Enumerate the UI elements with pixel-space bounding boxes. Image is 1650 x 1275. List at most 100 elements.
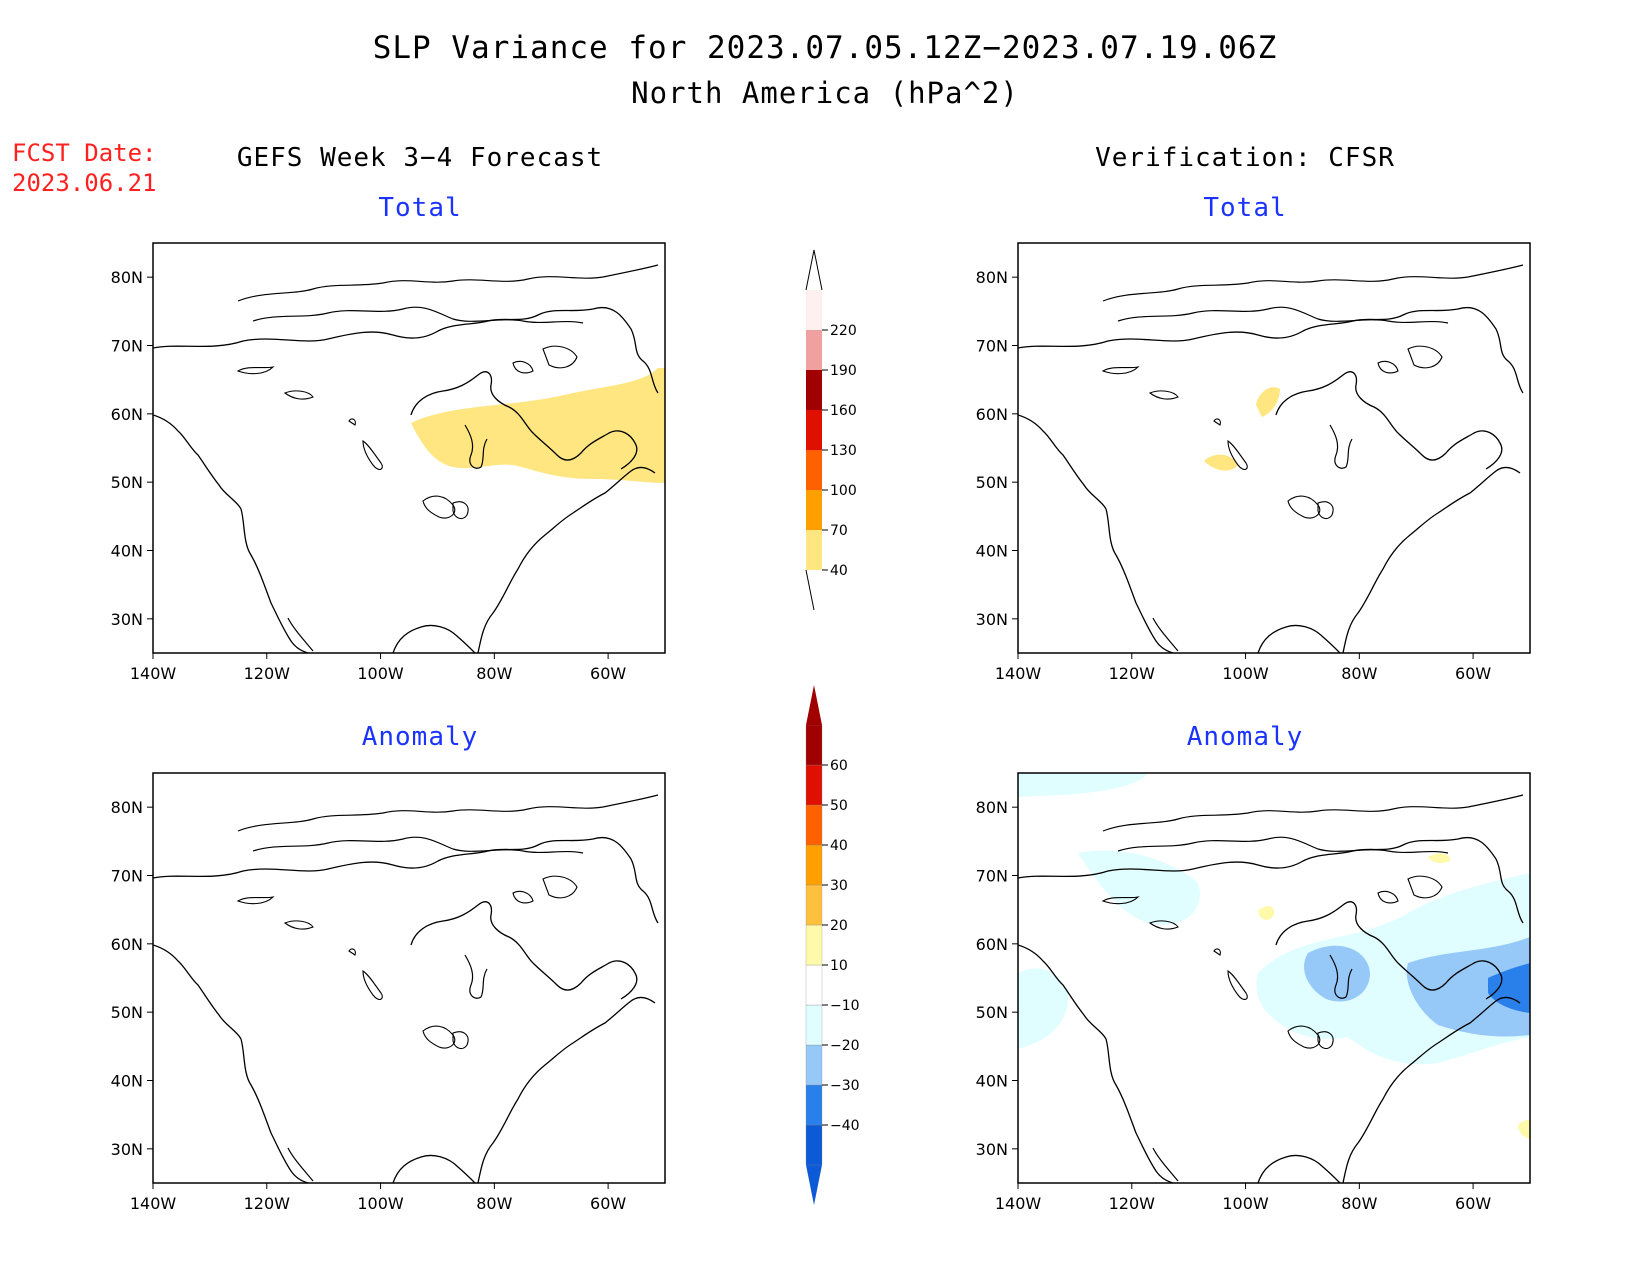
variance-shade-40-70 [1204,454,1238,471]
lat-tick-label: 70N [976,867,1008,886]
verification-total-title: Total [1203,193,1287,223]
verification-column-heading: Verification: CFSR [1095,143,1395,173]
lat-tick-label: 80N [976,798,1008,817]
anomaly-shade-minus30 [1488,963,1530,1013]
lon-tick-label: 120W [244,1194,291,1213]
colorbar-label: 40 [830,563,848,579]
forecast-date-caption: FCST Date: [12,139,157,167]
colorbar-label: −30 [830,1078,860,1094]
lon-tick-label: 60W [1455,664,1491,683]
lon-tick-label: 140W [995,1194,1042,1213]
colorbar-high-triangle [805,249,823,291]
lon-tick-label: 120W [1109,664,1156,683]
colorbar-box [805,1124,823,1166]
forecast-anomaly-title: Anomaly [361,722,479,752]
lon-tick-label: 140W [995,664,1042,683]
colorbar-box [805,724,823,766]
lat-tick-label: 60N [111,405,143,424]
lon-tick-label: 140W [130,664,177,683]
anomaly-shade-minus10 [1018,968,1069,1049]
colorbar-label: 20 [830,918,848,934]
lat-tick-label: 50N [111,473,143,492]
colorbar-box [805,924,823,966]
forecast-column-heading: GEFS Week 3−4 Forecast [236,143,604,173]
colorbar-box [805,844,823,886]
total-colorbar: 40 70 100 130 160 190 220 [805,249,857,611]
coastline [1018,264,1524,653]
colorbar-box [806,410,822,450]
verification-anomaly-map: 80N 70N 60N 50N 40N 30N 140W 120W 100W 80W 60W [976,772,1531,1213]
map-frame [1017,242,1531,654]
lon-tick-label: 60W [590,664,626,683]
lat-tick-label: 60N [976,935,1008,954]
colorbar-box [805,1004,823,1046]
colorbar-box [805,1044,823,1086]
main-subtitle: North America (hPa^2) [631,76,1019,110]
variance-shade-40-70 [1256,387,1280,417]
colorbar-label: 190 [830,363,857,379]
lon-tick-label: 60W [590,1194,626,1213]
colorbar-label: 70 [830,523,848,539]
map-frame [152,242,666,654]
colorbar-label: −40 [830,1118,860,1134]
lat-tick-label: 40N [976,542,1008,561]
lon-tick-label: 140W [130,1194,177,1213]
forecast-total-map: 80N 70N 60N 50N 40N 30N 140W 120W 100W 80W 60W [111,242,666,683]
colorbar-box [805,884,823,926]
lat-tick-label: 70N [111,337,143,356]
colorbar-label: 160 [830,403,857,419]
map-frame [1017,772,1531,1184]
lat-tick-label: 30N [111,610,143,629]
map-frame [152,772,666,1184]
lat-tick-label: 40N [111,542,143,561]
anomaly-shade-plus10 [1518,1119,1530,1139]
forecast-anomaly-map: 80N 70N 60N 50N 40N 30N 140W 120W 100W 80W 60W [111,772,666,1213]
colorbar-label: −20 [830,1038,860,1054]
lon-tick-label: 100W [1222,1194,1269,1213]
lon-tick-label: 80W [1341,664,1377,683]
colorbar-box [806,530,822,570]
anomaly-shade-plus10 [1258,906,1275,920]
lat-tick-label: 30N [976,1140,1008,1159]
lat-tick-label: 60N [976,405,1008,424]
lat-tick-label: 80N [976,268,1008,287]
anomaly-colorbar: −40 −30 −20 −10 10 20 30 40 50 60 [805,685,860,1205]
colorbar-box [805,1084,823,1126]
colorbar-low-triangle [805,569,815,611]
lon-tick-label: 100W [1222,664,1269,683]
anomaly-shade-minus10 [1018,773,1148,797]
colorbar-box [806,450,822,490]
lon-tick-label: 120W [1109,1194,1156,1213]
colorbar-label: 50 [830,798,848,814]
lon-tick-label: 100W [357,1194,404,1213]
verification-anomaly-title: Anomaly [1186,722,1304,752]
colorbar-box [806,370,822,410]
lon-tick-label: 80W [476,1194,512,1213]
lon-tick-label: 80W [1341,1194,1377,1213]
colorbar-label: 40 [830,838,848,854]
forecast-date-label: FCST Date: 2023.06.21 [12,138,157,198]
colorbar-box [806,490,822,530]
lat-tick-label: 30N [111,1140,143,1159]
colorbar-label: 220 [830,323,857,339]
colorbar-low-triangle [806,1165,822,1205]
lat-tick-label: 80N [111,798,143,817]
lat-tick-label: 80N [111,268,143,287]
colorbar-box [806,330,822,370]
colorbar-label: 60 [830,758,848,774]
colorbar-label: −10 [830,998,860,1014]
lat-tick-label: 50N [976,473,1008,492]
lat-tick-label: 30N [976,610,1008,629]
lat-tick-label: 40N [111,1072,143,1091]
colorbar-label: 10 [830,958,848,974]
anomaly-shade-minus10 [1078,850,1200,925]
lat-tick-label: 50N [111,1003,143,1022]
colorbar-label: 100 [830,483,857,499]
forecast-date-value: 2023.06.21 [12,169,157,197]
variance-shade-40-70 [411,368,665,483]
lon-tick-label: 80W [476,664,512,683]
lat-tick-label: 60N [111,935,143,954]
colorbar-label: 30 [830,878,848,894]
coastline [153,794,659,1183]
colorbar-box [805,964,823,1006]
